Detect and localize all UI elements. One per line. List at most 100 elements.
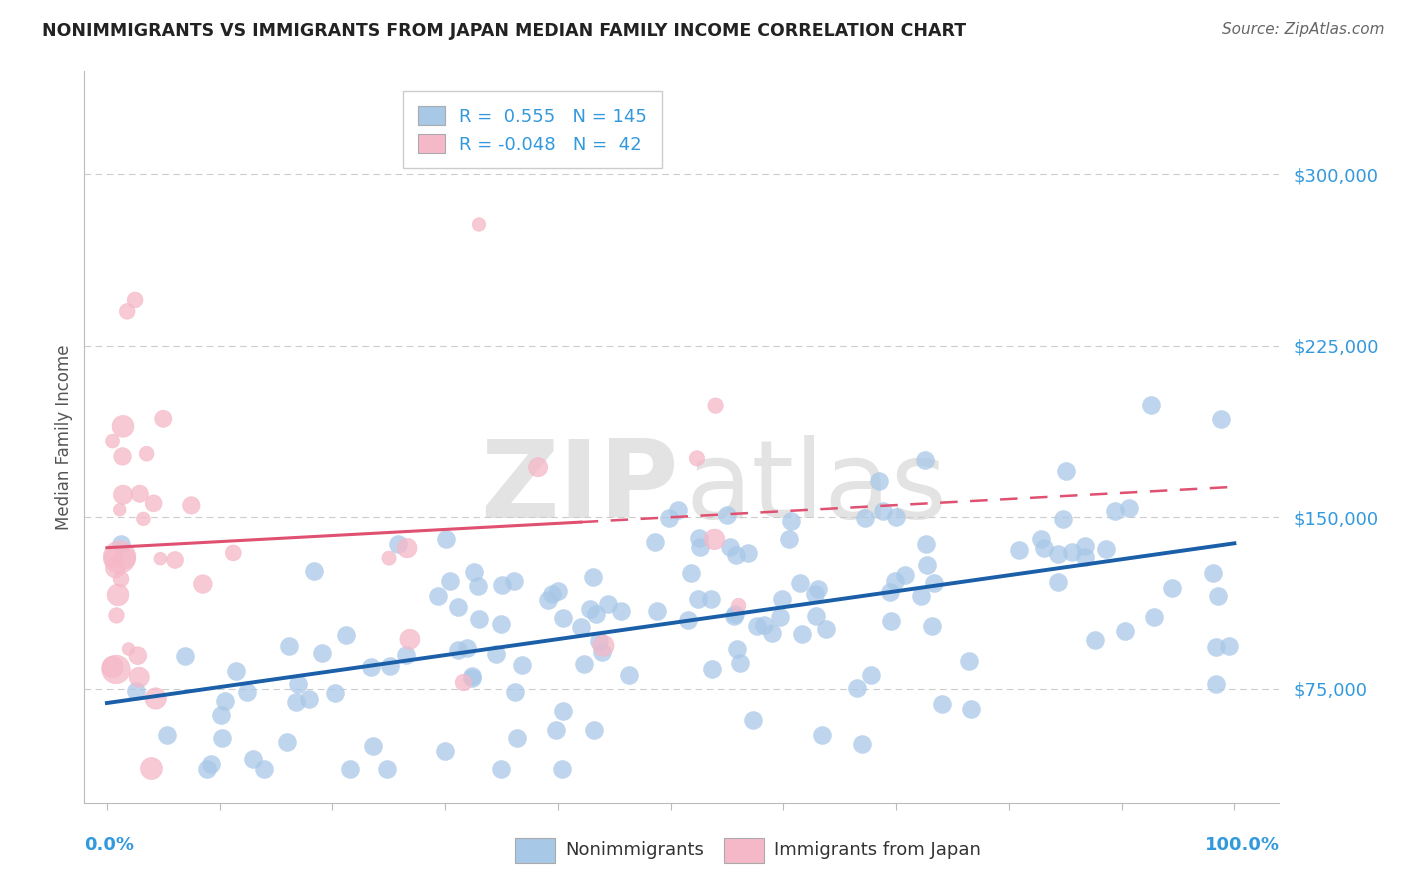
Point [582,570,605,584]
Point [105,608,128,623]
Point [491,578,513,592]
Text: Nonimmigrants: Nonimmigrants [565,841,703,859]
Point [433,744,456,758]
Point [114,551,136,566]
Point [931,697,953,711]
Point [742,713,765,727]
Point [253,762,276,776]
Point [585,607,607,621]
Point [461,669,484,683]
Point [284,695,307,709]
Point [1218,639,1240,653]
Point [1095,541,1118,556]
Point [1046,574,1069,589]
Point [1202,566,1225,581]
Point [957,654,980,668]
Point [591,645,613,659]
Point [689,540,711,554]
Point [686,591,709,606]
Point [149,551,172,566]
Point [747,619,769,633]
Point [135,447,157,461]
Point [921,619,943,633]
Point [101,434,124,448]
Point [724,549,747,563]
Point [910,589,932,603]
Point [276,735,298,749]
Point [780,514,803,528]
Point [110,572,132,586]
FancyBboxPatch shape [515,838,555,863]
Point [426,589,449,603]
Point [544,723,567,737]
Point [579,602,602,616]
Point [195,762,218,776]
Point [396,541,419,555]
Point [541,587,564,601]
Point [872,504,894,518]
Point [132,512,155,526]
Point [914,452,936,467]
Text: NONIMMIGRANTS VS IMMIGRANTS FROM JAPAN MEDIAN FAMILY INCOME CORRELATION CHART: NONIMMIGRANTS VS IMMIGRANTS FROM JAPAN M… [42,22,966,40]
Point [1084,632,1107,647]
Point [703,533,725,547]
Point [222,546,245,560]
Point [789,575,811,590]
Point [1205,677,1227,691]
Point [537,593,560,607]
Point [1114,624,1136,639]
Point [716,508,738,522]
Point [111,450,134,464]
Point [128,486,150,500]
Point [453,675,475,690]
Point [505,684,527,698]
Point [860,668,883,682]
Point [439,574,461,588]
Point [1139,398,1161,412]
Point [1161,581,1184,595]
Point [728,656,751,670]
Point [468,218,491,232]
Point [551,762,574,776]
Point [883,574,905,588]
Point [868,474,890,488]
Point [101,660,124,674]
Point [107,588,129,602]
Point [108,550,131,565]
Point [467,579,489,593]
Point [547,584,569,599]
Point [676,614,699,628]
Point [845,681,868,696]
Point [851,737,873,751]
Point [152,411,174,425]
Point [467,612,489,626]
Point [278,639,301,653]
Point [724,607,747,622]
Point [506,731,529,746]
Point [792,627,814,641]
Point [447,642,470,657]
Point [718,541,741,555]
Point [463,565,485,579]
Point [180,499,202,513]
Point [101,550,124,565]
Point [485,647,508,661]
Point [1029,533,1052,547]
Point [811,728,834,742]
Point [596,597,619,611]
Point [572,657,595,671]
Point [1142,610,1164,624]
Point [803,587,825,601]
Point [456,640,478,655]
Text: Immigrants from Japan: Immigrants from Japan [773,841,981,859]
Point [211,731,233,745]
Point [360,659,382,673]
Point [173,648,195,663]
Point [378,551,401,566]
Point [815,623,838,637]
Point [489,617,512,632]
Point [191,577,214,591]
Point [1047,547,1070,561]
Point [165,553,187,567]
Point [804,609,827,624]
